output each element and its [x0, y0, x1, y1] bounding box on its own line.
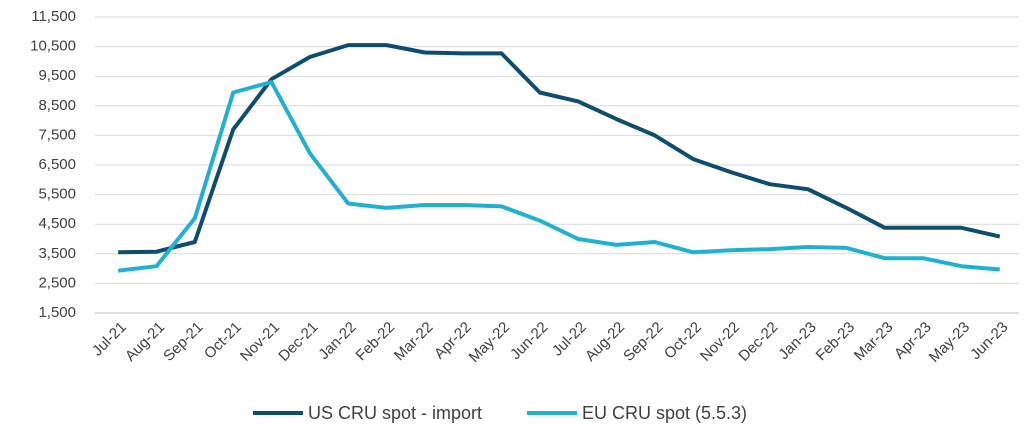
y-tick-label: 1,500 — [38, 304, 76, 321]
x-tick-label: Jan-23 — [775, 319, 819, 363]
y-tick-label: 3,500 — [38, 245, 76, 262]
y-tick-label: 8,500 — [38, 97, 76, 114]
y-tick-label: 6,500 — [38, 156, 76, 173]
y-tick-label: 4,500 — [38, 215, 76, 232]
x-tick-label: Feb-23 — [813, 319, 859, 365]
x-tick-label: Sep-22 — [620, 319, 666, 365]
series-line — [117, 80, 1000, 273]
x-tick-label: Oct-22 — [661, 319, 705, 363]
x-tick-label: Nov-22 — [697, 319, 743, 365]
legend-label: EU CRU spot (5.5.3) — [582, 403, 747, 423]
x-tick-label: Aug-22 — [582, 319, 628, 365]
x-tick-label: Dec-21 — [275, 319, 321, 365]
y-tick-label: 5,500 — [38, 186, 76, 203]
x-tick-label: Oct-21 — [201, 319, 245, 363]
y-tick-label: 2,500 — [38, 274, 76, 291]
x-tick-label: Mar-23 — [851, 319, 897, 365]
x-tick-label: Aug-21 — [122, 319, 168, 365]
x-tick-label: Mar-22 — [391, 319, 437, 365]
y-tick-label: 9,500 — [38, 67, 76, 84]
x-tick-label: Jan-22 — [315, 319, 359, 363]
y-tick-label: 7,500 — [38, 126, 76, 143]
x-tick-label: Dec-22 — [735, 319, 781, 365]
legend-label: US CRU spot - import — [308, 403, 482, 423]
y-tick-label: 11,500 — [31, 8, 76, 25]
x-tick-label: Jun-22 — [507, 319, 551, 363]
x-tick-label: Feb-22 — [353, 319, 399, 365]
x-tick-label: May-22 — [466, 319, 513, 366]
x-tick-label: Sep-21 — [160, 319, 206, 365]
series-line — [118, 43, 1001, 255]
x-tick-label: May-23 — [926, 319, 973, 366]
x-tick-label: Jun-23 — [967, 319, 1011, 363]
y-tick-label: 10,500 — [30, 38, 76, 55]
x-tick-label: Nov-21 — [237, 319, 283, 365]
